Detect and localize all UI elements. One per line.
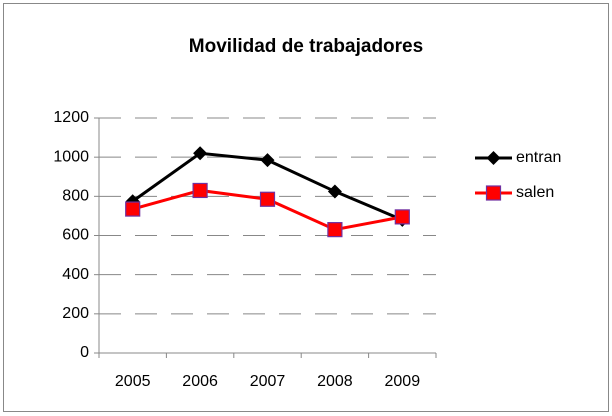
marker [394, 209, 410, 225]
chart-border [3, 3, 609, 412]
x-tick-label: 2008 [317, 373, 353, 390]
legend-label: entran [516, 149, 561, 166]
marker [125, 201, 141, 217]
y-tick-label: 200 [62, 305, 89, 322]
marker [327, 184, 342, 199]
y-tick-label: 400 [62, 266, 89, 283]
marker [486, 151, 501, 165]
legend-label: salen [516, 184, 554, 201]
x-tick-label: 2007 [250, 373, 286, 390]
y-tick-label: 0 [80, 344, 89, 361]
marker [485, 185, 502, 201]
chart-title: Movilidad de trabajadores [189, 36, 423, 57]
x-tick-label: 2009 [385, 373, 421, 390]
marker [193, 146, 208, 161]
y-tick-label: 1000 [53, 148, 89, 165]
y-tick-label: 1200 [53, 109, 89, 126]
y-tick-label: 800 [62, 188, 89, 205]
y-tick-label: 600 [62, 227, 89, 244]
x-tick-label: 2006 [182, 373, 218, 390]
marker [192, 182, 208, 199]
marker [259, 191, 276, 207]
x-tick-label: 2005 [115, 373, 151, 390]
marker [327, 222, 343, 238]
marker [260, 153, 275, 168]
